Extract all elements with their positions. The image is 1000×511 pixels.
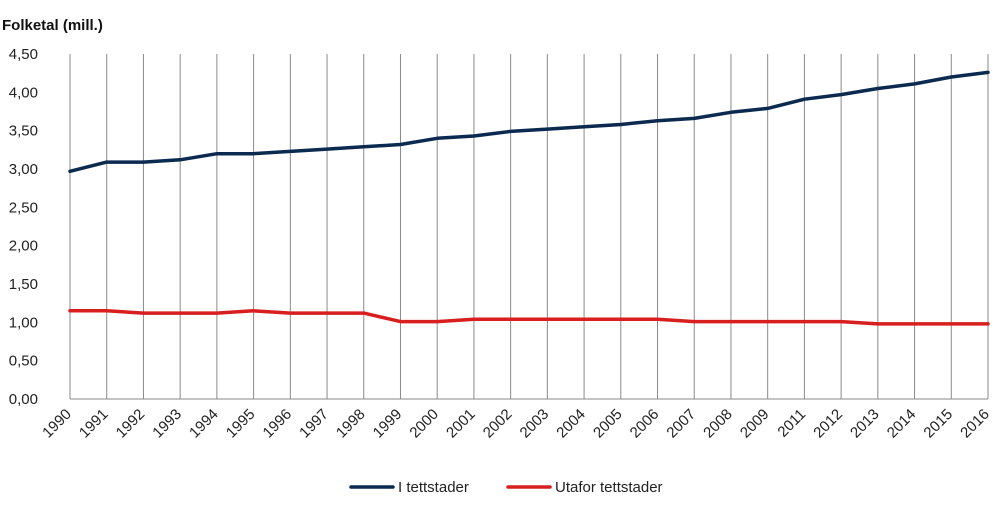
legend-label: I tettstader (398, 479, 469, 496)
x-tick-label: 1990 (39, 406, 75, 442)
x-tick-label: 2015 (920, 406, 956, 442)
y-tick-label: 3,50 (9, 123, 38, 140)
x-tick-label: 1997 (296, 406, 332, 442)
series-line-2 (68, 309, 990, 326)
x-tick-label: 2012 (810, 406, 846, 442)
y-tick-label: 3,00 (9, 161, 38, 178)
x-tick-label: 2013 (847, 406, 883, 442)
x-tick-label: 1996 (260, 406, 296, 442)
x-tick-label: 2004 (553, 406, 589, 442)
y-tick-label: 4,00 (9, 84, 38, 101)
x-tick-label: 2003 (517, 406, 553, 442)
y-tick-label: 2,50 (9, 199, 38, 216)
x-tick-label: 2000 (406, 406, 442, 442)
x-tick-label: 2006 (627, 406, 663, 442)
x-tick-label: 1995 (223, 406, 259, 442)
x-tick-labels: 1990 1991 1992 1993 1994 1995 1996 1997 1998 1999… (39, 406, 993, 442)
x-tick-label: 1994 (186, 406, 222, 442)
x-tick-label: 1991 (76, 406, 112, 442)
x-tick-label: 2001 (443, 406, 479, 442)
series-lines (68, 70, 990, 326)
x-tick-label: 2009 (737, 406, 773, 442)
y-tick-label: 0,00 (9, 391, 38, 408)
x-tick-label: 2016 (957, 406, 993, 442)
x-tick-label: 1999 (370, 406, 406, 442)
x-tick-label: 2002 (480, 406, 516, 442)
x-tick-label: 1993 (149, 406, 185, 442)
x-tick-label: 2005 (590, 406, 626, 442)
y-axis-title: Folketal (mill.) (2, 17, 103, 34)
series-line-1 (68, 70, 990, 174)
y-tick-label: 4,50 (9, 46, 38, 63)
x-tick-label: 2007 (663, 406, 699, 442)
x-tick-label: 2014 (884, 406, 920, 442)
y-tick-label: 1,50 (9, 276, 38, 293)
y-tick-label: 1,00 (9, 314, 38, 331)
y-tick-label: 2,00 (9, 238, 38, 255)
y-tick-label: 0,50 (9, 353, 38, 370)
x-tick-label: 2011 (774, 406, 809, 441)
gridlines (69, 54, 989, 399)
x-tick-label: 1998 (333, 406, 369, 442)
legend-label: Utafor tettstader (555, 479, 663, 496)
y-tick-labels: 0,00 0,50 1,00 1,50 2,00 2,50 3,00 3,50 4,00 4,50 (9, 46, 38, 408)
x-tick-label: 1992 (113, 406, 149, 442)
x-tick-label: 2008 (700, 406, 736, 442)
legend: I tettstader Utafor tettstader (349, 479, 663, 496)
